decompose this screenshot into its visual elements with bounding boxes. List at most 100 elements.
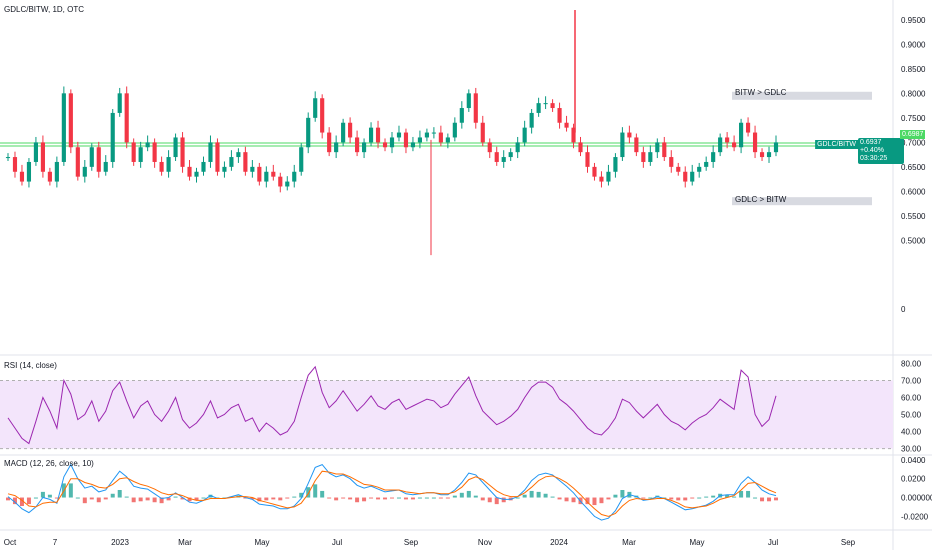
macd-histogram-bar bbox=[515, 497, 520, 499]
chart-title: GDLC/BITW, 1D, OTC bbox=[4, 5, 84, 14]
macd-histogram-bar bbox=[431, 497, 436, 499]
macd-histogram-bar bbox=[641, 497, 646, 499]
candle-body bbox=[103, 161, 108, 172]
macd-histogram-bar bbox=[194, 497, 199, 501]
candle-body bbox=[732, 142, 737, 148]
macd-histogram-bar bbox=[68, 483, 73, 498]
symbol-tag-label: GDLC/BITW bbox=[815, 140, 858, 149]
candle-body bbox=[564, 122, 569, 128]
rsi-axis-tick: 30.00 bbox=[901, 445, 922, 454]
candle-body bbox=[355, 137, 360, 153]
axis-layer: 0.9500 0.9000 0.8500 0.8000 0.7500 0.7000 0.65… bbox=[901, 16, 932, 522]
macd-histogram-bar bbox=[732, 496, 737, 498]
time-axis-tick: Jul bbox=[768, 538, 778, 547]
time-axis-tick: 2024 bbox=[550, 538, 568, 547]
candle-body bbox=[215, 142, 220, 172]
macd-histogram-bar bbox=[180, 497, 185, 500]
macd-histogram-bar bbox=[75, 497, 80, 499]
candle-body bbox=[704, 161, 709, 167]
macd-histogram-bar bbox=[327, 497, 332, 499]
candle-body bbox=[187, 166, 192, 177]
candle-body bbox=[320, 98, 325, 133]
macd-histogram-bar bbox=[110, 493, 115, 498]
candle-body bbox=[257, 166, 262, 182]
time-axis-tick: May bbox=[689, 538, 704, 547]
macd-histogram-bar bbox=[592, 497, 597, 506]
price-axis-tick: 0.6500 bbox=[901, 163, 926, 172]
macd-axis-tick: 0.0400 bbox=[901, 456, 926, 465]
candle-body bbox=[515, 142, 520, 153]
last-price-value: 0.6937 bbox=[860, 139, 882, 146]
candle-body bbox=[494, 152, 499, 162]
candle-body bbox=[110, 112, 115, 162]
macd-histogram-bar bbox=[683, 497, 688, 501]
candle-body bbox=[180, 137, 185, 167]
macd-histogram-bar bbox=[33, 497, 38, 499]
price-axis-tick: 0.8000 bbox=[901, 89, 926, 98]
candle-body bbox=[403, 132, 409, 148]
candle-body bbox=[138, 147, 143, 162]
zone-gdlc-gt-bitw bbox=[732, 197, 872, 206]
macd-histogram-bar bbox=[278, 497, 283, 501]
macd-histogram-bar bbox=[620, 490, 625, 498]
macd-histogram-bar bbox=[334, 497, 339, 501]
macd-histogram-bar bbox=[739, 490, 744, 498]
candle-body bbox=[173, 137, 178, 158]
price-axis-tick: 0.8500 bbox=[901, 65, 926, 74]
candle-body bbox=[131, 142, 136, 162]
candle-body bbox=[773, 142, 779, 153]
macd-histogram-bar bbox=[410, 497, 415, 500]
price-pane bbox=[5, 10, 779, 256]
time-axis-tick: Jul bbox=[332, 538, 342, 547]
macd-histogram-bar bbox=[529, 490, 534, 498]
candle-body bbox=[82, 166, 87, 177]
macd-title: MACD (12, 26, close, 10) bbox=[4, 459, 94, 468]
macd-histogram-bar bbox=[6, 497, 10, 501]
time-axis-tick: Oct bbox=[4, 538, 17, 547]
candle-body bbox=[501, 157, 506, 162]
last-price-badge[interactable]: 0.6937 +0.40% 03:30:25 bbox=[858, 138, 904, 164]
macd-histogram-bar bbox=[47, 494, 52, 498]
macd-histogram-bar bbox=[19, 497, 24, 506]
time-axis-tick: Sep bbox=[841, 538, 856, 547]
macd-histogram-bar bbox=[187, 497, 192, 502]
macd-histogram-bar bbox=[711, 495, 716, 498]
macd-histogram-bar bbox=[557, 497, 562, 500]
candle-body bbox=[438, 132, 443, 143]
last-price-change: +0.40% bbox=[860, 147, 884, 154]
candle-body bbox=[264, 171, 269, 182]
candle-body bbox=[117, 93, 122, 113]
macd-histogram-bar bbox=[313, 484, 318, 498]
macd-histogram-bar bbox=[152, 497, 157, 503]
rsi-axis-tick: 80.00 bbox=[901, 359, 922, 368]
macd-axis-tick: 0.000000 bbox=[901, 494, 932, 503]
macd-histogram-bar bbox=[341, 497, 346, 499]
macd-histogram-bar bbox=[445, 497, 450, 499]
macd-histogram-bar bbox=[480, 497, 485, 501]
macd-histogram-bar bbox=[438, 497, 443, 499]
time-axis-tick: Mar bbox=[622, 538, 636, 547]
candle-body bbox=[473, 93, 478, 123]
macd-histogram-bar bbox=[390, 497, 394, 499]
candle-body bbox=[599, 176, 604, 182]
macd-histogram-bar bbox=[383, 497, 388, 500]
bar-countdown: 03:30:25 bbox=[860, 155, 888, 162]
price-axis-tick: 0.9000 bbox=[901, 40, 926, 49]
macd-histogram-bar bbox=[173, 496, 178, 498]
macd-axis-tick: 0.0200 bbox=[901, 475, 926, 484]
candle-body bbox=[222, 166, 227, 172]
candle-body bbox=[278, 176, 283, 187]
candle-body bbox=[766, 152, 772, 158]
candle-body bbox=[578, 142, 583, 153]
candle-body bbox=[690, 171, 695, 182]
time-axis-tick: 7 bbox=[53, 538, 58, 547]
macd-histogram-bar bbox=[96, 497, 101, 503]
macd-histogram-bar bbox=[760, 497, 765, 502]
candle-body bbox=[606, 171, 611, 182]
candle-body bbox=[480, 122, 485, 143]
macd-histogram-bar bbox=[753, 497, 758, 499]
macd-histogram-bar bbox=[166, 497, 171, 501]
candle-body bbox=[243, 152, 248, 172]
